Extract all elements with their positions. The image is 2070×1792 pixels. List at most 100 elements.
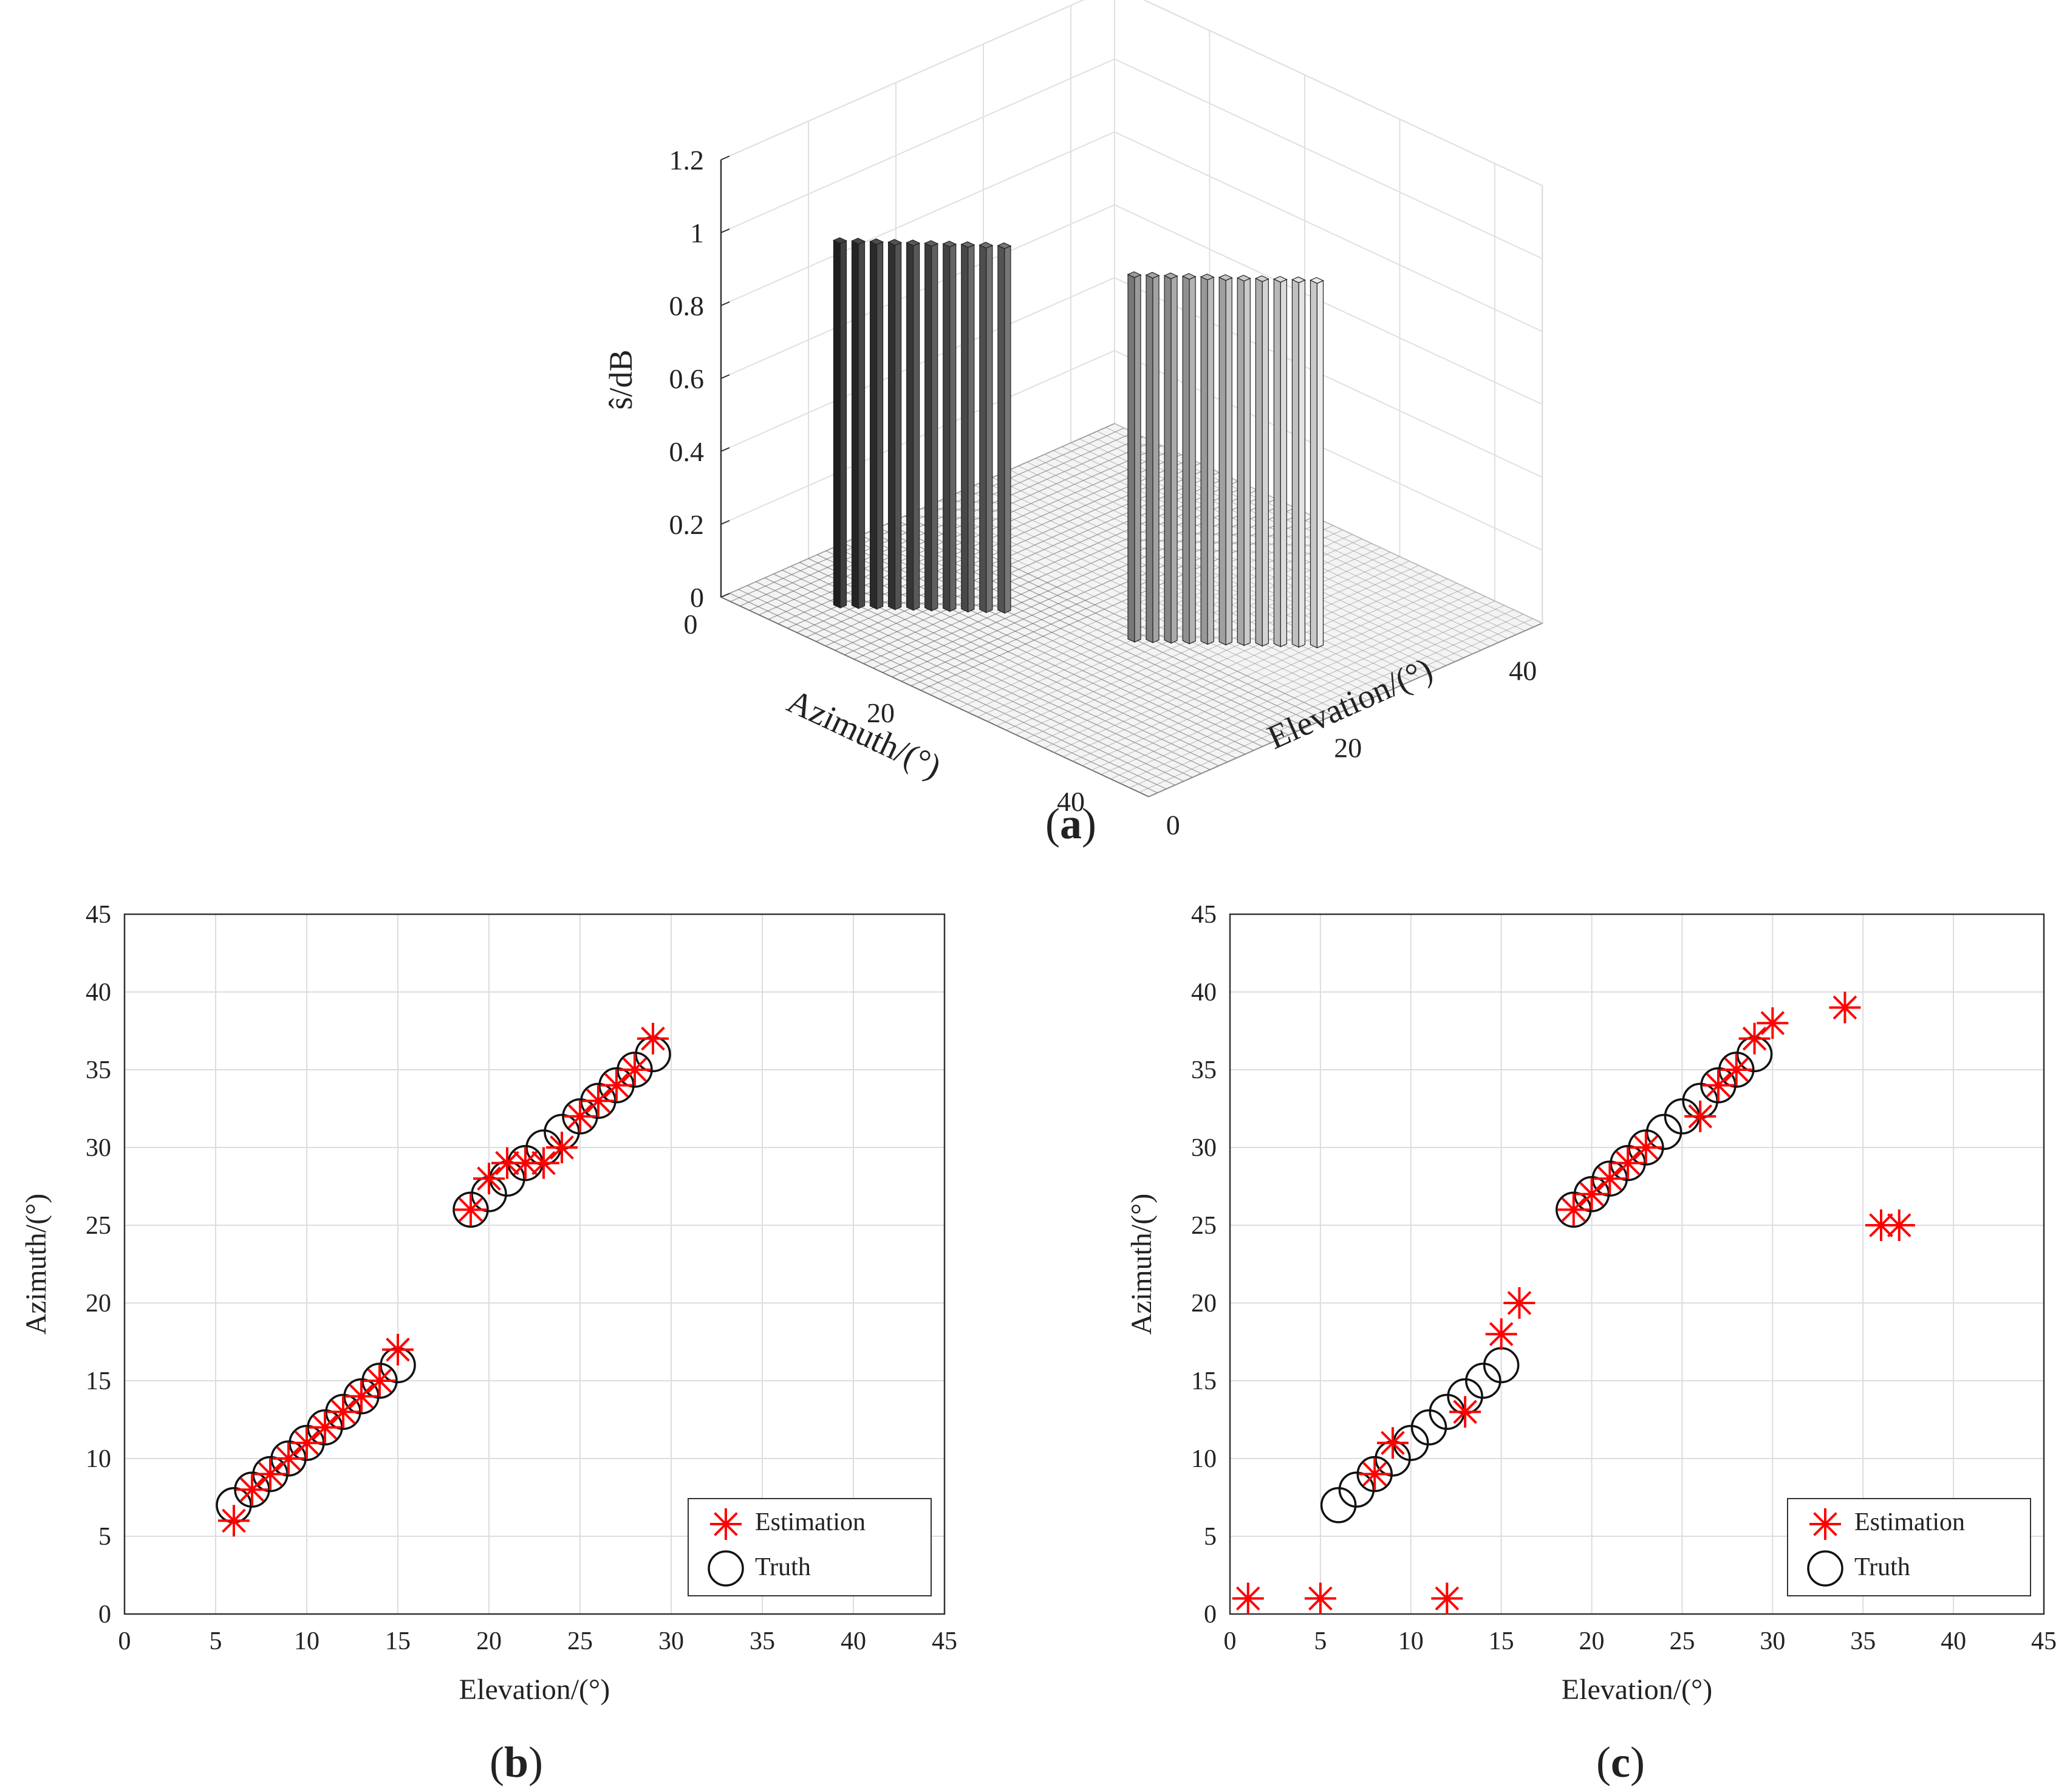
bar3d-top — [851, 238, 866, 245]
bar3d-face — [931, 243, 938, 612]
asterisk-stroke — [1706, 1073, 1730, 1098]
bar3d-face — [858, 241, 866, 609]
asterisk-stroke — [604, 1073, 629, 1098]
floor-gridline — [869, 531, 1298, 732]
panel-a-3d-bar-chart: 0 0.2 0.4 0.6 0.8 1 1.2 ŝ/dB 0 20 40 Azimuth/(°) 0 20… — [603, 0, 1544, 841]
z-tick-label: 0.8 — [669, 290, 705, 321]
bar3d-face — [1243, 278, 1251, 646]
bar3d-face — [968, 244, 975, 613]
estimation-point — [546, 1132, 578, 1163]
asterisk-stroke — [295, 1431, 319, 1455]
floor-gridline — [1072, 587, 1467, 762]
z-tick-label: 1.2 — [669, 145, 705, 176]
floor-gridline — [965, 488, 1394, 689]
asterisk-stroke — [1435, 1586, 1460, 1611]
elevation-tick-label: 20 — [1334, 733, 1362, 764]
estimation-point — [1576, 1178, 1608, 1210]
estimation-point — [1594, 1163, 1626, 1195]
y-tick-label: 30 — [1191, 1134, 1217, 1162]
z-tick-label: 0.6 — [669, 363, 705, 394]
estimation-point — [1449, 1396, 1481, 1428]
asterisk-stroke — [477, 1166, 501, 1191]
floor-gridline — [1148, 623, 1543, 798]
estimation-point — [218, 1505, 250, 1537]
estimation-point — [1720, 1054, 1752, 1086]
estimation-point — [1612, 1147, 1644, 1179]
x-tick-label: 0 — [1224, 1627, 1237, 1655]
bar3d — [869, 238, 884, 610]
bar3d-top — [924, 240, 939, 247]
floor-gridline — [1034, 569, 1429, 744]
asterisk-stroke — [1453, 1400, 1477, 1424]
y-tick-label: 5 — [1204, 1523, 1217, 1551]
panel-label-c-letter: c — [1611, 1738, 1630, 1787]
bar3d-top — [1200, 273, 1215, 281]
x-tick-label: 0 — [118, 1627, 131, 1655]
asterisk-stroke — [586, 1089, 610, 1113]
estimation-point — [1232, 1582, 1264, 1615]
x-tick-label: 15 — [385, 1627, 411, 1655]
bar3d — [1254, 275, 1269, 647]
bar3d-face — [1273, 278, 1281, 648]
asterisk-stroke — [623, 1058, 647, 1082]
y-tick-label: 40 — [86, 979, 111, 1007]
estimation-point — [273, 1443, 304, 1474]
estimation-point — [1503, 1287, 1535, 1319]
bar3d-face — [1004, 245, 1011, 614]
bar3d — [1218, 274, 1233, 646]
estimation-point — [1377, 1427, 1409, 1459]
floor-gridline — [1120, 609, 1514, 784]
legend-truth-label: Truth — [755, 1553, 811, 1581]
y-tick-label: 45 — [1191, 901, 1217, 929]
asterisk-stroke — [1760, 1011, 1785, 1035]
azimuth-tick-label: 20 — [867, 697, 895, 728]
asterisk-stroke — [1561, 1197, 1586, 1222]
bar3d-face — [1146, 274, 1153, 643]
x-tick-label: 30 — [658, 1627, 684, 1655]
estimation-point — [236, 1474, 268, 1506]
estimation-point — [491, 1147, 523, 1179]
floor-gridline — [983, 480, 1412, 682]
plot-frame — [123, 913, 946, 1615]
estimation-point — [254, 1458, 286, 1490]
bar3d — [887, 239, 903, 610]
y-tick-label: 25 — [1191, 1212, 1217, 1240]
bar3d-face — [986, 245, 993, 614]
estimation-point — [1684, 1100, 1716, 1132]
asterisk-stroke — [1381, 1431, 1405, 1455]
z-tick-mark — [720, 301, 730, 306]
estimation-point — [528, 1147, 559, 1179]
y-tick-label: 35 — [86, 1056, 111, 1084]
estimation-point — [564, 1100, 596, 1132]
bar3d-top — [1181, 273, 1197, 280]
bar3d-face — [1127, 273, 1135, 643]
x-tick-label: 30 — [1760, 1627, 1785, 1655]
asterisk-stroke — [1579, 1182, 1604, 1206]
bar3d-face — [1152, 275, 1160, 643]
floor-gridline — [746, 585, 1175, 786]
bar3d — [924, 240, 939, 612]
legend-box — [688, 1498, 932, 1596]
floor-gridline — [887, 523, 1316, 724]
bar3d-face — [1218, 276, 1226, 646]
bar3d-face — [876, 241, 884, 610]
estimation-point — [1703, 1069, 1734, 1101]
bar3d-top — [1163, 272, 1178, 279]
asterisk-stroke — [513, 1151, 538, 1175]
legend-truth-label: Truth — [1854, 1553, 1910, 1581]
plot-frame — [1229, 913, 2045, 1615]
floor-gridline — [1006, 556, 1400, 731]
bar3d-face — [1134, 274, 1141, 643]
legend-estimation-marker — [1809, 1508, 1841, 1540]
floor-gridline — [738, 589, 1167, 790]
y-tick-label: 30 — [86, 1134, 111, 1162]
estimation-point — [473, 1163, 505, 1195]
bar3d-top — [869, 238, 884, 245]
y-tick-label: 20 — [86, 1290, 111, 1318]
floor-gridline — [1053, 578, 1448, 753]
bar3d-top — [942, 241, 957, 248]
bar3d — [1181, 273, 1197, 645]
bar3d — [906, 239, 921, 611]
legend-estimation-marker — [710, 1508, 742, 1540]
floor-gridline — [720, 597, 1149, 798]
